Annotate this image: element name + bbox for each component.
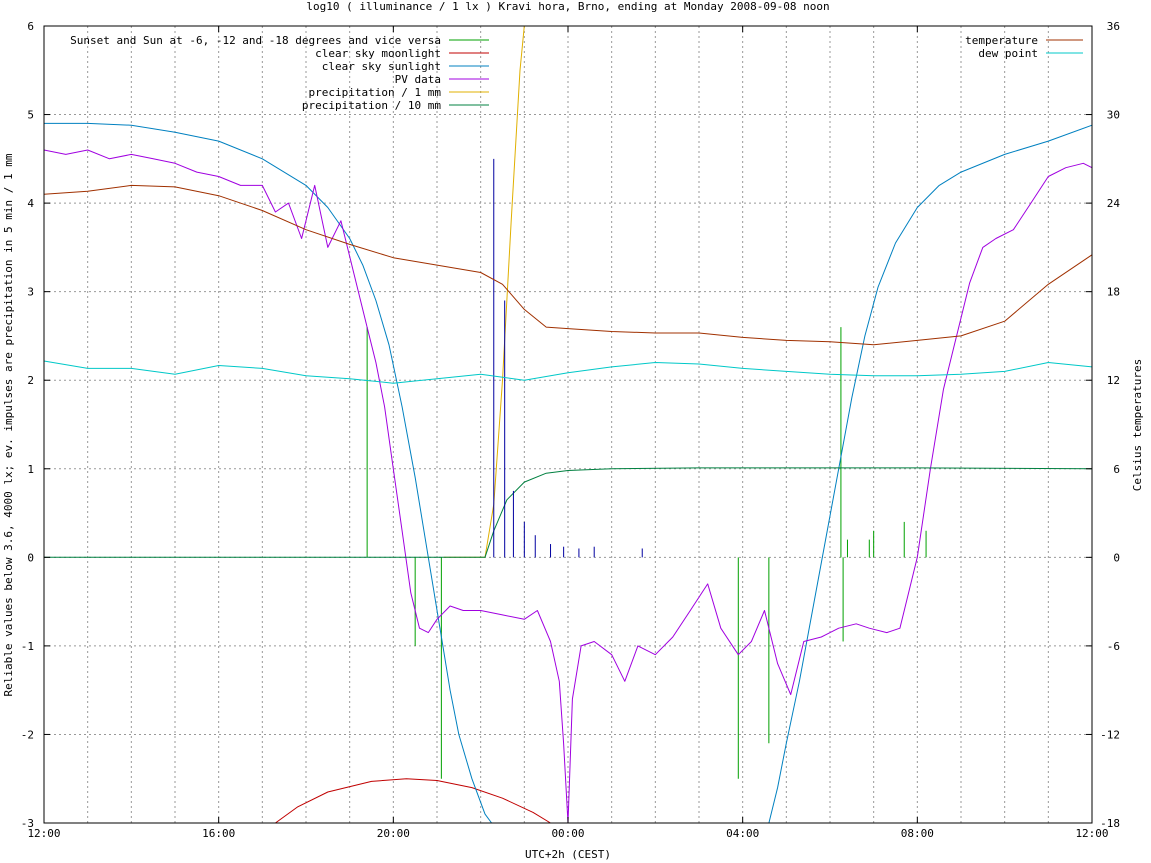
y2-tick-label: 6: [1113, 463, 1120, 476]
y-tick-label: -3: [21, 817, 34, 830]
legend-label: Sunset and Sun at -6, -12 and -18 degree…: [70, 34, 441, 47]
x-tick-label: 12:00: [27, 827, 60, 840]
y-tick-label: 4: [27, 197, 34, 210]
y-tick-label: 3: [27, 286, 34, 299]
legend-label: precipitation / 1 mm: [309, 86, 442, 99]
series-clear-sky-sunlight: [44, 122, 1093, 824]
y2-tick-label: 36: [1107, 20, 1120, 33]
legend-label: clear sky sunlight: [322, 60, 441, 73]
y-tick-label: -1: [21, 640, 34, 653]
series-temperature: [43, 184, 1093, 346]
x-tick-label: 00:00: [551, 827, 584, 840]
y2-tick-label: -6: [1107, 640, 1120, 653]
y-tick-label: 2: [27, 374, 34, 387]
y2-tick-label: 12: [1107, 374, 1120, 387]
y-tick-label: 6: [27, 20, 34, 33]
x-tick-label: 20:00: [377, 827, 410, 840]
legend-label: dew point: [978, 47, 1038, 60]
series-clear-sky-moonlight: [275, 778, 551, 824]
y-tick-label: -2: [21, 728, 34, 741]
x-tick-label: 08:00: [901, 827, 934, 840]
axes-layer: 12:00 16:00 20:00 00:00 04:00 08:00 12:00 6 5 4 3 2…: [21, 20, 1121, 840]
legend-label: precipitation / 10 mm: [302, 99, 441, 112]
y2-tick-label: 30: [1107, 109, 1120, 122]
series-dew-point: [43, 360, 1093, 384]
chart-title: log10 ( illuminance / 1 lx ) Kravi hora,…: [306, 0, 829, 13]
y2-axis-label: Celsius temperatures: [1131, 359, 1144, 491]
y2-tick-label: -12: [1100, 728, 1120, 741]
legend-label: PV data: [395, 73, 441, 86]
x-tick-label: 16:00: [202, 827, 235, 840]
series-precipitation-impulses: [493, 158, 643, 558]
x-tick-label: 12:00: [1075, 827, 1108, 840]
y-tick-label: 1: [27, 463, 34, 476]
y2-tick-label: 18: [1107, 286, 1120, 299]
plot-frame: [43, 25, 1093, 824]
y-axis-label: Reliable values below 3.6, 4000 lx; ev. …: [2, 153, 15, 696]
grid-lines: [44, 26, 1092, 823]
series-layer: [43, 25, 1093, 824]
y2-tick-label: -18: [1100, 817, 1120, 830]
series-precipitation-10-mm: [44, 467, 1093, 558]
series-sunset-and-sun-at-6-12-and-18-degrees-and-vice-versa: [366, 327, 927, 779]
legend-label: clear sky moonlight: [315, 47, 441, 60]
y-tick-label: 0: [27, 551, 34, 564]
y-tick-label: 5: [27, 109, 34, 122]
y2-tick-label: 24: [1107, 197, 1121, 210]
x-axis-label: UTC+2h (CEST): [525, 848, 611, 861]
x-tick-label: 04:00: [726, 827, 759, 840]
legend-left: Sunset and Sun at -6, -12 and -18 degree…: [70, 34, 489, 112]
y2-tick-label: 0: [1113, 551, 1120, 564]
legend-label: temperature: [965, 34, 1038, 47]
